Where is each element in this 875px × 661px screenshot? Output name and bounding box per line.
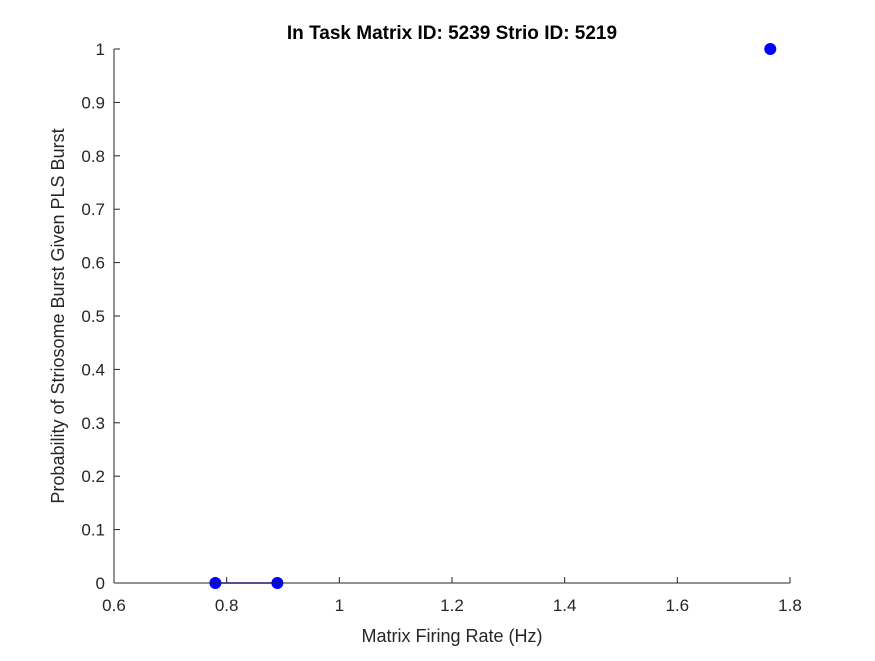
plot-background [114, 49, 790, 583]
y-tick-label: 0.9 [81, 93, 105, 112]
x-tick-label: 0.6 [102, 596, 126, 615]
x-tick-label: 1.2 [440, 596, 464, 615]
x-tick-label: 0.8 [215, 596, 239, 615]
y-tick-label: 0.4 [81, 360, 105, 379]
ticks-layer: 0.6 0.8 1 1.2 1.4 1.6 1.8 0 0.1 0.2 0.3 0.4 0.5 0.6 0.… [81, 40, 801, 615]
chart-title: In Task Matrix ID: 5239 Strio ID: 5219 [287, 23, 617, 44]
y-tick-label: 0.2 [81, 467, 105, 486]
y-axis-label: Probability of Striosome Burst Given PLS… [48, 128, 68, 503]
x-tick-label: 1.4 [553, 596, 577, 615]
y-tick-label: 0 [96, 574, 105, 593]
x-tick-label: 1.8 [778, 596, 802, 615]
y-tick-label: 0.5 [81, 307, 105, 326]
y-tick-label: 0.3 [81, 414, 105, 433]
y-tick-label: 0.7 [81, 200, 105, 219]
y-tick-label: 0.8 [81, 147, 105, 166]
y-tick-label: 0.6 [81, 254, 105, 273]
data-point [764, 43, 777, 55]
x-tick-label: 1.6 [666, 596, 690, 615]
y-tick-label: 0.1 [81, 521, 105, 540]
y-tick-label: 1 [96, 40, 105, 59]
x-axis-label: Matrix Firing Rate (Hz) [361, 626, 542, 646]
x-tick-label: 1 [335, 596, 344, 615]
